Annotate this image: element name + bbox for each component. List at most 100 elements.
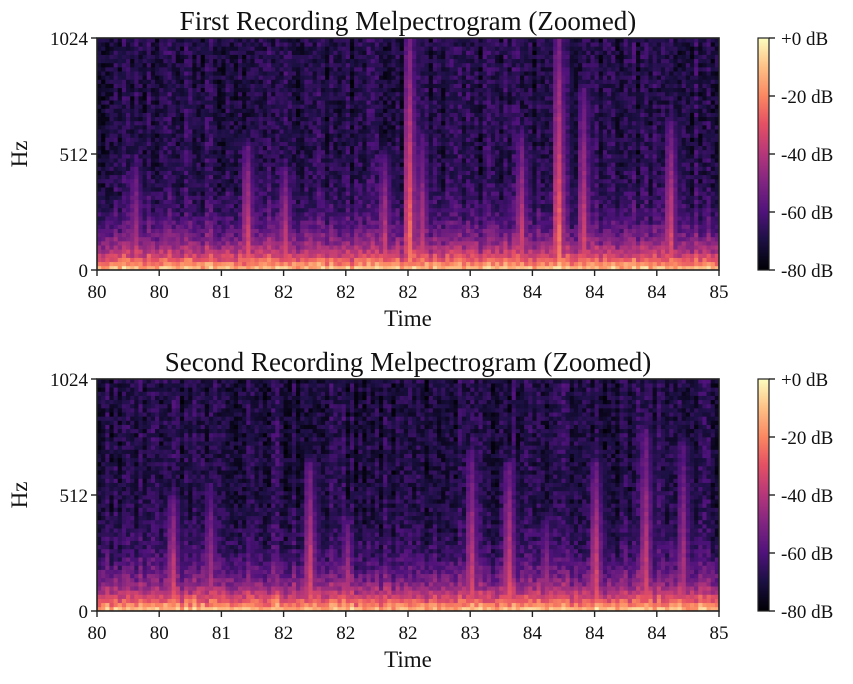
heatmap-cell: [304, 116, 309, 122]
heatmap-cell: [97, 54, 102, 60]
heatmap-cell: [329, 178, 334, 184]
heatmap-cell: [320, 245, 326, 250]
heatmap-cell: [370, 71, 376, 76]
heatmap-cell: [250, 220, 255, 225]
heatmap-cell: [167, 207, 172, 213]
heatmap-cell: [246, 216, 251, 221]
heatmap-cell: [101, 220, 106, 225]
heatmap-cell: [196, 108, 202, 113]
heatmap-cell: [399, 71, 405, 76]
heatmap-cell: [341, 87, 347, 93]
heatmap-cell: [383, 79, 388, 84]
heatmap-cell: [341, 195, 347, 200]
heatmap-cell: [242, 158, 247, 163]
heatmap-cell: [130, 236, 135, 242]
heatmap-cell: [345, 91, 351, 97]
heatmap-cell: [97, 232, 102, 238]
heatmap-cell: [320, 195, 326, 200]
heatmap-cell: [175, 67, 181, 72]
heatmap-cell: [192, 232, 197, 238]
heatmap-cell: [287, 58, 293, 64]
heatmap-cell: [105, 203, 110, 209]
heatmap-cell: [184, 125, 189, 130]
heatmap-cell: [300, 91, 305, 97]
heatmap-cell: [225, 67, 231, 72]
heatmap-cell: [150, 158, 156, 163]
heatmap-cell: [254, 58, 260, 64]
heatmap-cell: [312, 257, 318, 263]
heatmap-cell: [134, 137, 139, 142]
heatmap-cell: [358, 129, 363, 134]
heatmap-cell: [374, 261, 380, 267]
heatmap-cell: [130, 71, 135, 76]
heatmap-cell: [349, 79, 355, 84]
heatmap-cell: [383, 129, 388, 134]
heatmap-cell: [159, 100, 164, 105]
heatmap-cell: [155, 265, 160, 270]
heatmap-cell: [188, 261, 193, 267]
heatmap-cell: [354, 96, 359, 101]
heatmap-cell: [333, 38, 338, 43]
heatmap-cell: [391, 129, 396, 134]
heatmap-cell: [287, 112, 293, 118]
heatmap-cell: [424, 212, 430, 217]
heatmap-cell: [437, 50, 442, 55]
heatmap-cell: [320, 162, 326, 167]
heatmap-cell: [399, 265, 405, 270]
heatmap-cell: [358, 166, 363, 171]
heatmap-cell: [184, 54, 189, 60]
heatmap-cell: [267, 58, 272, 64]
heatmap-cell: [391, 216, 396, 221]
heatmap-cell: [254, 91, 260, 97]
heatmap-cell: [325, 183, 330, 188]
heatmap-cell: [233, 249, 239, 254]
heatmap-cell: [163, 241, 168, 246]
heatmap-cell: [408, 162, 413, 167]
heatmap-cell: [391, 54, 396, 60]
heatmap-cell: [242, 108, 247, 113]
heatmap-cell: [441, 212, 446, 217]
heatmap-cell: [250, 224, 255, 229]
heatmap-cell: [312, 83, 318, 89]
heatmap-cell: [370, 203, 376, 209]
heatmap-cell: [130, 83, 135, 89]
heatmap-cell: [221, 54, 226, 60]
heatmap-cell: [383, 199, 388, 205]
heatmap-cell: [457, 261, 463, 267]
heatmap-cell: [329, 158, 334, 163]
heatmap-cell: [445, 112, 450, 118]
heatmap-cell: [105, 265, 110, 270]
heatmap-cell: [329, 116, 334, 122]
heatmap-cell: [325, 108, 330, 113]
heatmap-cell: [109, 46, 114, 51]
heatmap-cell: [225, 241, 231, 246]
heatmap-cell: [208, 195, 214, 200]
heatmap-cell: [387, 38, 392, 43]
heatmap-cell: [179, 154, 185, 159]
heatmap-cell: [308, 125, 313, 130]
heatmap-cell: [329, 67, 334, 72]
heatmap-cell: [167, 154, 172, 159]
heatmap-cell: [204, 67, 210, 72]
heatmap-cell: [354, 228, 359, 234]
heatmap-cell: [113, 145, 119, 151]
heatmap-cell: [192, 58, 197, 64]
heatmap-cell: [358, 224, 363, 229]
heatmap-cell: [242, 50, 247, 55]
heatmap-cell: [275, 158, 280, 163]
heatmap-cell: [267, 71, 272, 76]
heatmap-cell: [150, 216, 156, 221]
heatmap-cell: [362, 170, 367, 176]
heatmap-cell: [267, 162, 272, 167]
heatmap-cell: [308, 67, 313, 72]
heatmap-cell: [163, 158, 168, 163]
heatmap-cell: [283, 257, 289, 263]
heatmap-cell: [208, 232, 214, 238]
heatmap-cell: [113, 220, 119, 225]
heatmap-cell: [395, 212, 401, 217]
heatmap-cell: [395, 54, 401, 60]
heatmap-cell: [142, 166, 148, 171]
heatmap-cell: [325, 236, 330, 242]
heatmap-cell: [250, 112, 255, 118]
heatmap-cell: [271, 245, 276, 250]
